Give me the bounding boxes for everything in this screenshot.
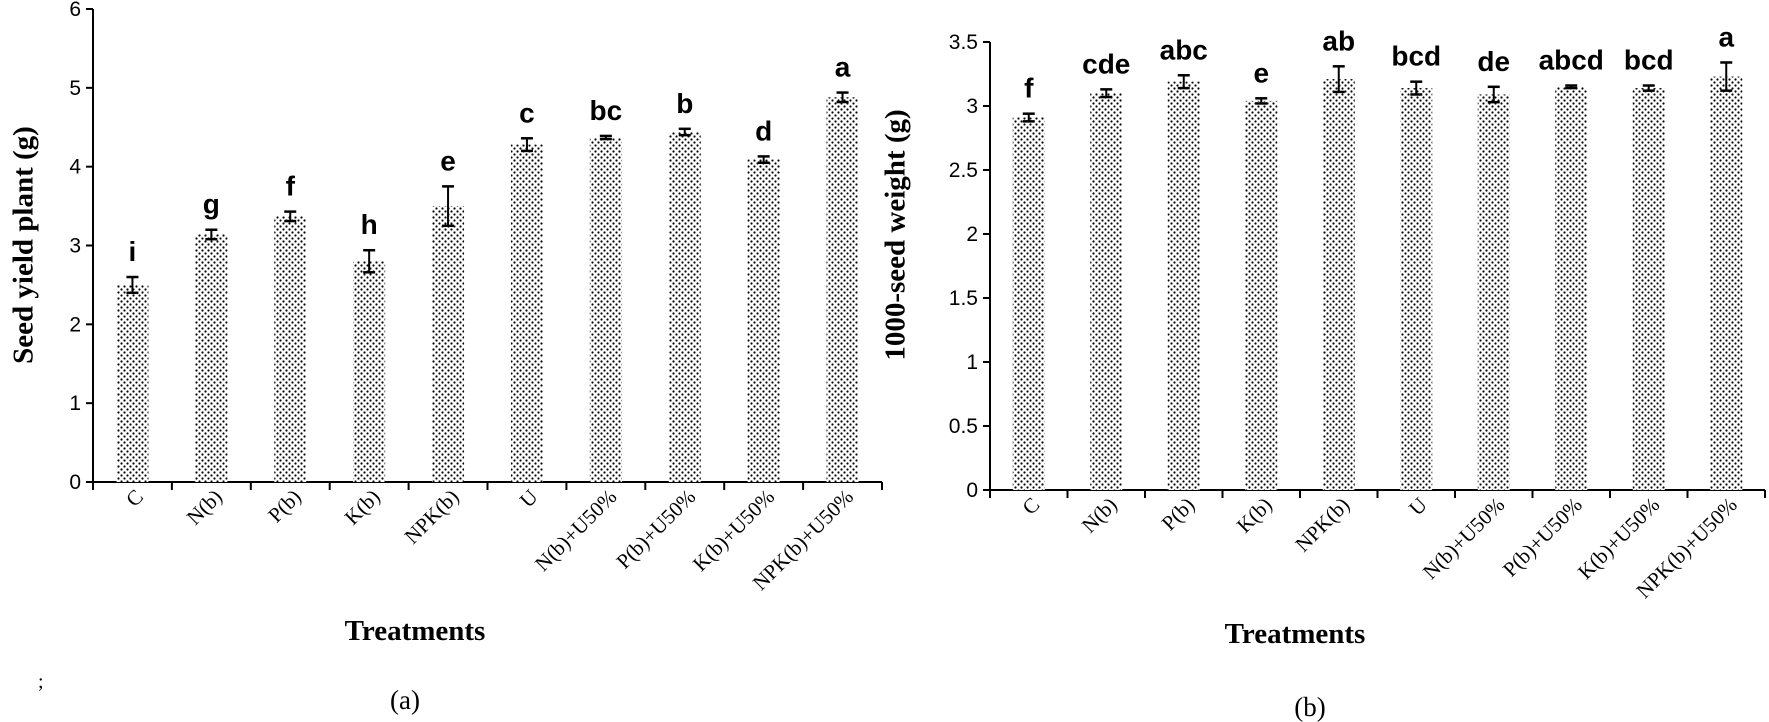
- panel-label-b: (b): [1294, 692, 1325, 722]
- category-label: N(b)+U50%: [1418, 493, 1509, 584]
- bar: [1245, 100, 1278, 490]
- bar: [510, 144, 543, 483]
- y-tick-label: 5: [69, 77, 81, 100]
- bar: [274, 216, 307, 482]
- significance-letter: f: [286, 171, 296, 202]
- category-label: N(b): [1077, 493, 1122, 538]
- significance-letter: f: [1024, 73, 1034, 104]
- y-tick-label: 2.5: [949, 159, 978, 182]
- significance-letter: c: [519, 97, 535, 128]
- significance-letter: abc: [1160, 34, 1208, 65]
- y-tick-label: 1.5: [949, 287, 978, 310]
- bar: [1322, 79, 1355, 491]
- y-tick-label: 6: [69, 0, 81, 21]
- bar: [589, 137, 622, 482]
- stray-mark: ;: [38, 671, 44, 693]
- category-label: U: [515, 485, 543, 513]
- bar: [1012, 117, 1045, 491]
- bar: [1400, 88, 1433, 490]
- significance-letter: bc: [590, 95, 623, 126]
- y-tick-label: 1: [69, 392, 81, 415]
- panel-label-a: (a): [390, 685, 420, 715]
- significance-letter: g: [203, 189, 220, 220]
- bar: [668, 131, 701, 483]
- category-label: K(b): [1232, 493, 1277, 538]
- category-label: N(b): [182, 485, 227, 530]
- bar: [747, 159, 780, 483]
- y-tick-label: 2: [966, 223, 978, 246]
- bar: [1632, 88, 1665, 490]
- significance-letter: d: [755, 115, 772, 146]
- category-label: K(b): [340, 485, 385, 530]
- significance-letter: e: [440, 145, 456, 176]
- y-tick-label: 0.5: [949, 415, 978, 438]
- significance-letter: i: [129, 236, 137, 267]
- x-axis-title: Treatments: [345, 615, 486, 647]
- bar: [1167, 81, 1200, 491]
- y-axis-title: 1000-seed weight (g): [880, 109, 912, 360]
- bar: [1555, 86, 1588, 491]
- category-label: P(b): [1157, 493, 1200, 536]
- significance-letter: a: [1718, 21, 1734, 52]
- significance-letter: e: [1253, 57, 1269, 88]
- y-tick-label: 2: [69, 313, 81, 336]
- significance-letter: h: [361, 209, 378, 240]
- category-label: U: [1404, 493, 1432, 521]
- bar: [1090, 93, 1123, 490]
- y-tick-label: 1: [966, 351, 978, 374]
- bar: [1710, 76, 1743, 490]
- bar: [116, 284, 149, 482]
- significance-letter: de: [1477, 46, 1510, 77]
- bar: [353, 261, 386, 482]
- y-axis-title: Seed yield plant (g): [8, 126, 40, 364]
- y-tick-label: 4: [69, 156, 81, 179]
- x-axis-title: Treatments: [1225, 618, 1366, 650]
- category-label: P(b)+U50%: [611, 485, 700, 574]
- significance-letter: a: [835, 52, 851, 83]
- significance-letter: bcd: [1391, 41, 1441, 72]
- significance-letter: b: [676, 88, 693, 119]
- bar: [195, 234, 228, 482]
- significance-letter: bcd: [1624, 45, 1674, 76]
- y-tick-label: 0: [69, 471, 81, 494]
- category-label: NPK(b): [1290, 493, 1354, 557]
- category-label: C: [121, 485, 148, 512]
- y-tick-label: 3.5: [949, 31, 978, 54]
- significance-letter: cde: [1082, 48, 1130, 79]
- significance-letter: abcd: [1539, 45, 1604, 76]
- y-tick-label: 3: [69, 235, 81, 258]
- bar: [1477, 94, 1510, 490]
- chart-a: 0 1 2 3 4 5 6 i Cg N(b) f P(b) h K(b) e NPK(b) c Ubc N(b)+…: [8, 0, 883, 647]
- bar: [432, 206, 465, 483]
- bar: [826, 97, 859, 482]
- category-label: N(b)+U50%: [530, 485, 621, 576]
- y-tick-label: 3: [966, 95, 978, 118]
- significance-letter: ab: [1322, 25, 1355, 56]
- y-tick-label: 0: [966, 479, 978, 502]
- category-label: C: [1017, 493, 1044, 520]
- category-label: NPK(b): [400, 485, 464, 549]
- category-label: P(b): [263, 485, 306, 528]
